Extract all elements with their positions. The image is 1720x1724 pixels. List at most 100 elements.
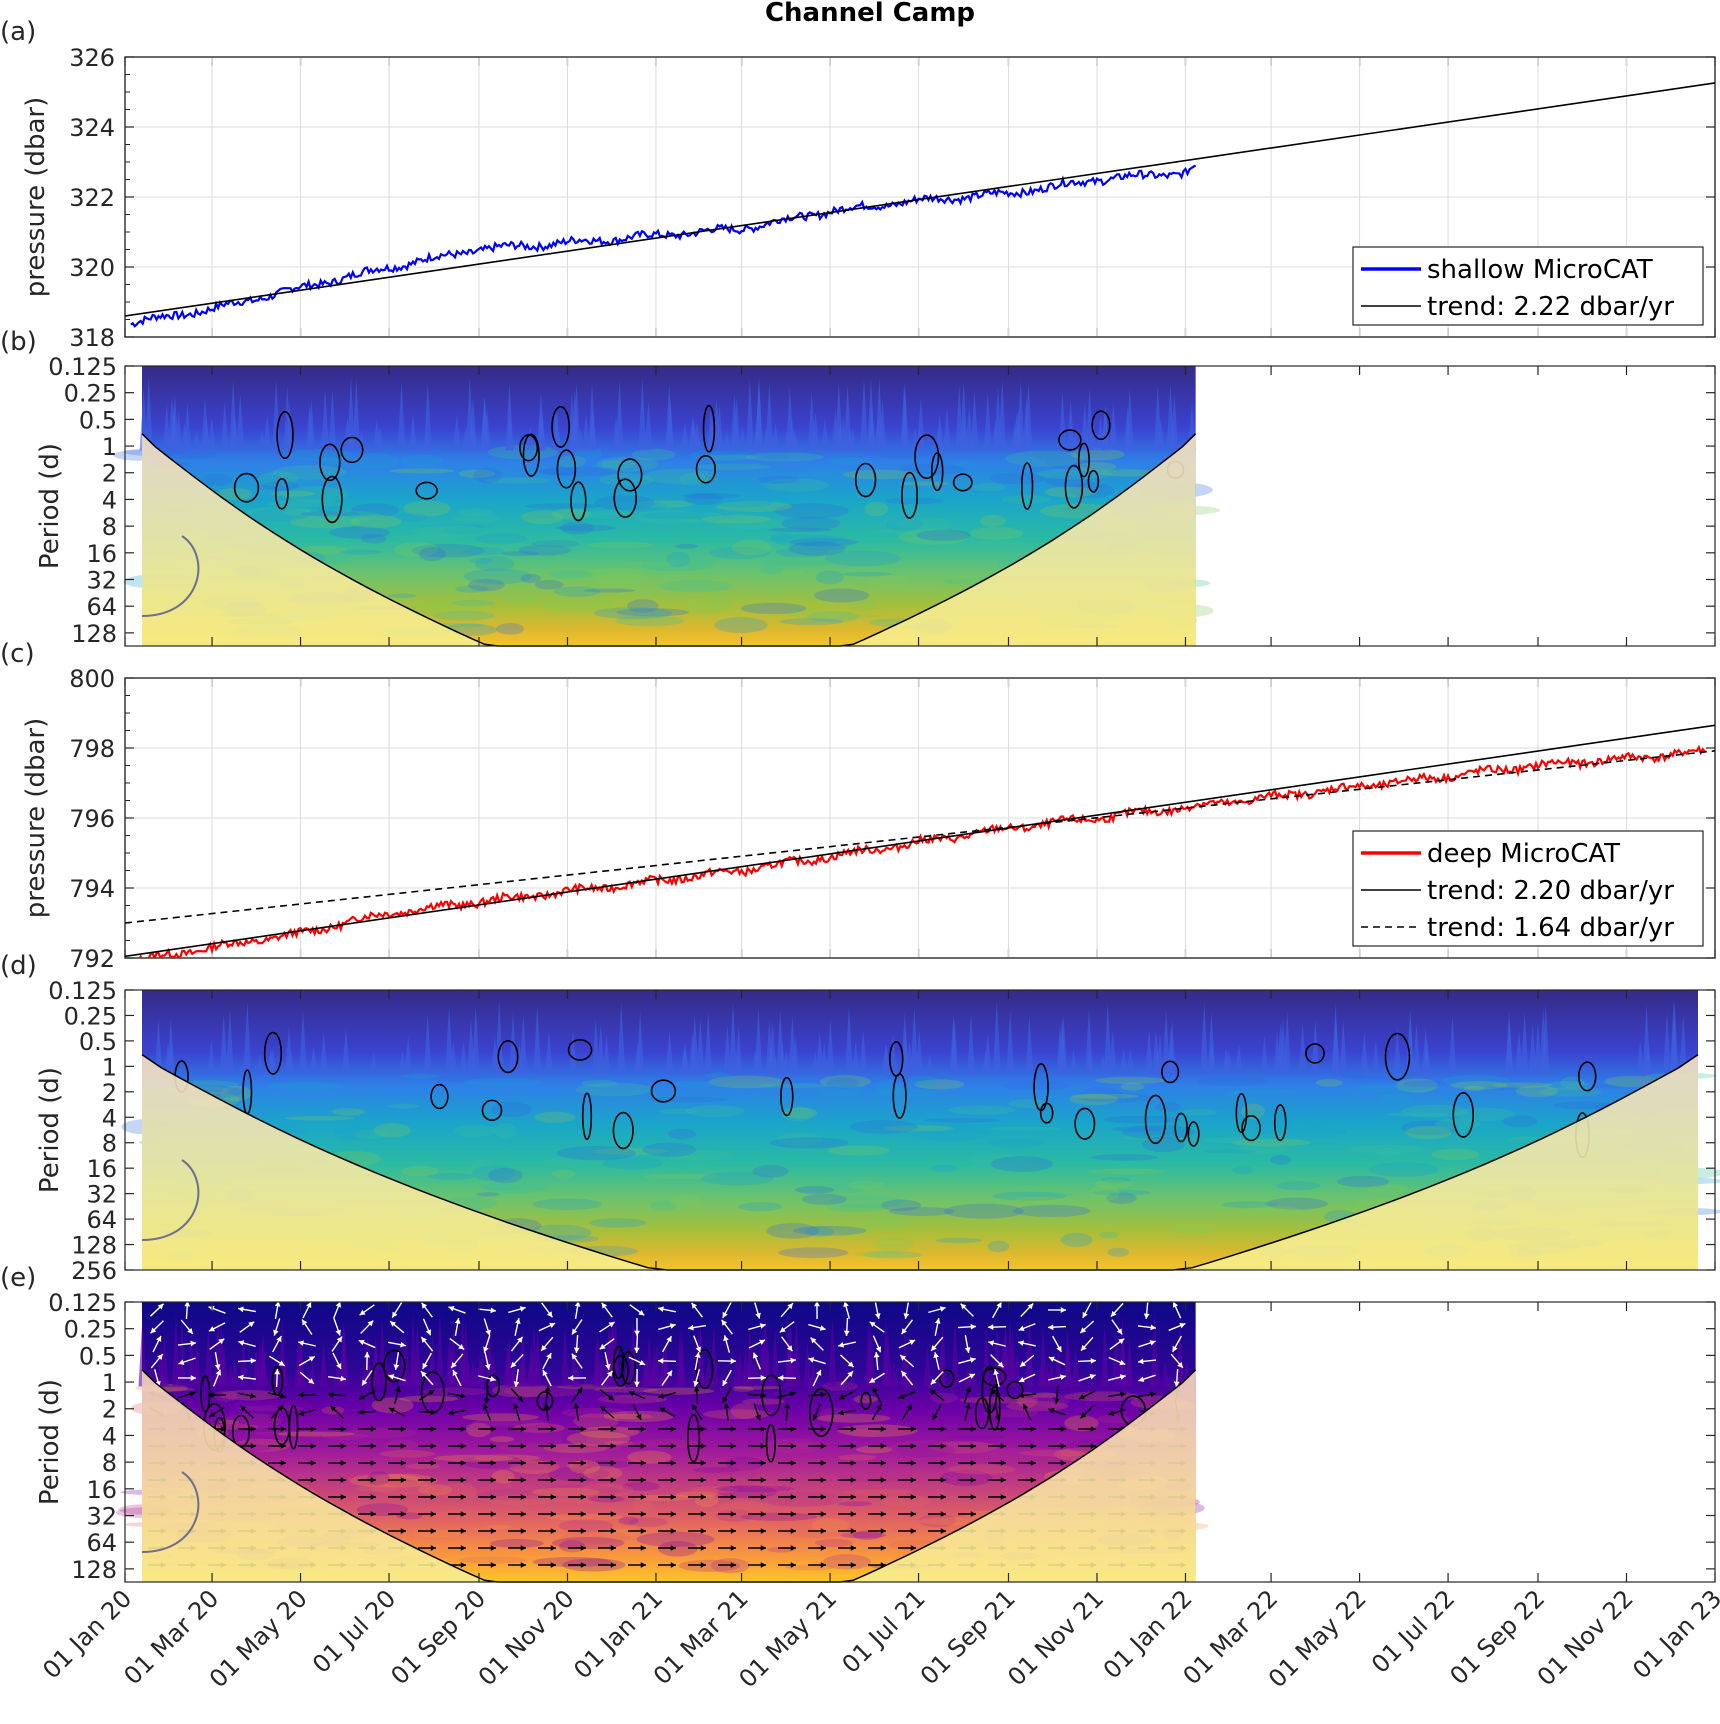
- phase-arrow-head: [640, 1443, 646, 1449]
- heatmap-spike: [299, 1010, 308, 1075]
- phase-arrow-head: [820, 1460, 826, 1466]
- heatmap-texture: [579, 1426, 640, 1439]
- heatmap-spike: [704, 1011, 713, 1075]
- phase-arrow-head: [156, 1335, 162, 1342]
- heatmap-texture: [774, 1442, 819, 1450]
- heatmap-texture: [1275, 1181, 1321, 1191]
- x-tick-label: 01 Jan 23: [1627, 1584, 1720, 1684]
- phase-arrow-head: [932, 1413, 938, 1420]
- heatmap-spike: [243, 1001, 252, 1075]
- phase-arrow-head: [400, 1443, 406, 1449]
- heatmap-texture: [930, 1392, 958, 1404]
- heatmap-texture: [702, 515, 771, 524]
- heatmap-spike: [982, 1324, 991, 1387]
- heatmap-spike: [650, 1346, 659, 1387]
- phase-arrow-head: [670, 1443, 676, 1449]
- heatmap-spike: [738, 425, 747, 451]
- heatmap-texture: [861, 1215, 910, 1230]
- heatmap-spike: [283, 386, 292, 451]
- heatmap-spike: [828, 1316, 837, 1387]
- x-tick-label: 01 Nov 21: [1002, 1584, 1109, 1691]
- phase-arrow-head: [790, 1545, 796, 1551]
- heatmap-spike: [811, 1050, 820, 1075]
- significance-contour: [1087, 469, 1100, 493]
- heatmap-spike: [1024, 381, 1033, 451]
- significance-contour: [200, 1375, 211, 1413]
- heatmap-texture: [1110, 1126, 1167, 1132]
- heatmap-texture: [213, 1390, 238, 1402]
- y-tick-label: 0.5: [79, 1028, 117, 1056]
- heatmap-texture: [864, 501, 889, 517]
- heatmap-texture: [597, 1394, 668, 1404]
- heatmap-spike: [319, 1342, 328, 1387]
- heatmap-spike: [1025, 1015, 1034, 1075]
- phase-arrow-head: [659, 1407, 666, 1413]
- heatmap-spike: [1088, 421, 1097, 451]
- significance-contour: [1235, 1092, 1248, 1134]
- heatmap-spike: [843, 384, 852, 451]
- phase-arrow-head: [458, 1343, 465, 1350]
- phase-arrow-head: [940, 1477, 946, 1483]
- heatmap-texture: [339, 549, 384, 555]
- phase-arrow-head: [1000, 1477, 1006, 1483]
- heatmap-texture: [1221, 1201, 1278, 1209]
- heatmap-texture: [356, 1503, 409, 1517]
- heatmap-texture: [585, 567, 646, 579]
- phase-arrow-head: [460, 1511, 466, 1517]
- phase-arrow-head: [730, 1443, 736, 1449]
- heatmap-texture: [1142, 1137, 1185, 1153]
- y-tick-label: 4: [102, 486, 117, 514]
- heatmap-spike: [1156, 418, 1165, 451]
- heatmap-texture: [272, 465, 347, 480]
- heatmap-texture: [785, 1107, 818, 1119]
- phase-arrow-head: [636, 1413, 642, 1420]
- phase-arrow-head: [1150, 1391, 1156, 1398]
- phase-arrow-head: [274, 1369, 281, 1375]
- phase-arrow-head: [388, 1407, 395, 1413]
- heatmap-texture: [1502, 1115, 1539, 1128]
- heatmap-texture: [435, 1509, 486, 1524]
- heatmap-texture: [270, 490, 316, 497]
- phase-arrow-head: [218, 1338, 225, 1345]
- heatmap-spike: [611, 415, 620, 451]
- heatmap-spike: [844, 1005, 853, 1075]
- heatmap-texture: [1579, 1084, 1658, 1089]
- heatmap-texture: [716, 516, 785, 530]
- phase-arrow-head: [1060, 1307, 1066, 1313]
- heatmap-spike: [1371, 1039, 1380, 1075]
- heatmap: [115, 1300, 1209, 1583]
- phase-arrow-head: [460, 1477, 466, 1483]
- series-group: [125, 724, 1715, 958]
- phase-arrow-head: [302, 1319, 308, 1326]
- y-tick-label: 0.5: [79, 406, 117, 434]
- phase-arrow-head: [906, 1404, 912, 1411]
- heatmap-spike: [778, 1042, 787, 1075]
- heatmap-texture: [1507, 1136, 1544, 1143]
- phase-arrow-head: [1000, 1443, 1006, 1449]
- heatmap-spike: [284, 1025, 293, 1075]
- significance-contour: [430, 1083, 449, 1110]
- heatmap-texture: [951, 576, 980, 586]
- phase-arrow-head: [580, 1426, 586, 1432]
- heatmap-texture: [962, 547, 999, 553]
- heatmap-texture: [1094, 1179, 1132, 1189]
- heatmap-texture: [232, 1400, 311, 1408]
- series-line-0: [130, 164, 1197, 328]
- phase-arrow-head: [790, 1426, 796, 1432]
- phase-arrow-head: [274, 1301, 281, 1307]
- heatmap-spike: [572, 382, 581, 451]
- y-tick-label: 4: [102, 1104, 117, 1132]
- significance-contour: [1305, 1043, 1325, 1064]
- heatmap-texture: [770, 532, 794, 542]
- heatmap-spike: [582, 412, 591, 451]
- phase-arrow-head: [568, 1375, 574, 1381]
- heatmap-texture: [712, 591, 733, 604]
- heatmap-spike: [576, 428, 585, 451]
- heatmap-spike: [333, 1359, 342, 1387]
- heatmap-spike: [1080, 402, 1089, 451]
- heatmap-texture: [829, 457, 872, 466]
- heatmap-texture: [441, 525, 476, 531]
- x-tick-label: 01 Jul 22: [1366, 1584, 1460, 1678]
- heatmap-texture: [715, 1509, 754, 1522]
- heatmap-texture: [1091, 1154, 1159, 1161]
